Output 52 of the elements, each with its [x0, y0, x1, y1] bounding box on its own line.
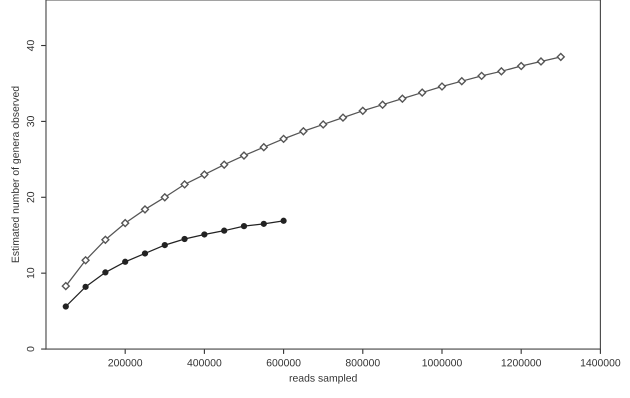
x-tick-label: 1200000	[502, 359, 542, 366]
point	[160, 193, 169, 202]
point	[517, 62, 526, 70]
point	[181, 236, 188, 242]
y-tick-label: 20	[26, 192, 34, 203]
point	[378, 100, 387, 109]
point	[122, 258, 128, 265]
point	[338, 113, 348, 122]
point	[162, 242, 168, 248]
point	[299, 127, 308, 136]
x-tick-label: 200000	[108, 359, 142, 366]
point	[180, 180, 189, 189]
point	[221, 228, 228, 234]
y-tick-label: 40	[26, 40, 34, 52]
point	[200, 170, 209, 179]
point	[62, 303, 69, 310]
point	[280, 218, 287, 224]
y-axis-title: Estimated number of genera observed	[11, 86, 21, 262]
point	[556, 52, 565, 62]
y-tick-label: 0	[26, 346, 34, 352]
point	[62, 282, 70, 290]
point	[142, 250, 148, 257]
x-axis-title: reads sampled	[290, 374, 357, 384]
point	[81, 256, 90, 264]
point	[398, 94, 407, 103]
point	[358, 106, 367, 115]
y-tick-label: 30	[26, 116, 34, 127]
point	[102, 269, 109, 276]
y-tick-label: 10	[26, 268, 34, 278]
point	[240, 151, 248, 160]
point	[140, 205, 150, 214]
x-tick-label: 400000	[187, 359, 222, 366]
point	[438, 82, 446, 91]
point	[477, 72, 486, 80]
point	[260, 143, 268, 152]
x-tick-label: 800000	[346, 359, 380, 366]
x-tick-label: 1000000	[422, 359, 462, 366]
point	[240, 222, 248, 230]
x-tick-label: 600000	[266, 359, 301, 366]
point	[536, 57, 546, 66]
point	[121, 218, 130, 228]
point	[220, 160, 228, 169]
point	[279, 134, 288, 143]
point	[458, 77, 466, 86]
point	[201, 231, 208, 238]
point	[260, 220, 267, 227]
x-tick-label: 1400000	[580, 359, 620, 366]
point	[101, 236, 110, 244]
point	[418, 88, 426, 97]
point	[497, 67, 506, 76]
point	[82, 284, 89, 290]
point	[319, 120, 328, 129]
